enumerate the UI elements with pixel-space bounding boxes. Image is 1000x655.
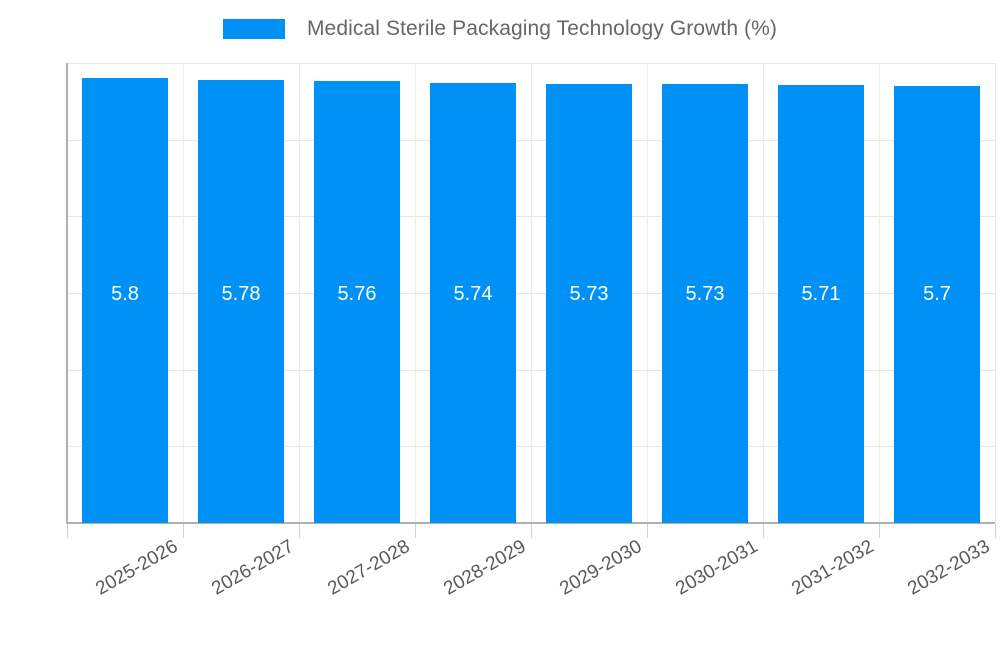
x-axis-tick — [531, 524, 532, 538]
gridline-vertical — [647, 63, 648, 523]
plot-area — [67, 63, 996, 524]
x-axis-tick — [879, 524, 880, 538]
bar-value-label: 5.76 — [337, 283, 377, 305]
bar[interactable]: 5.76 — [314, 81, 400, 523]
x-axis-tick-label: 2029-2030 — [556, 536, 646, 600]
legend-item-medical-sterile-packaging[interactable]: Medical Sterile Packaging Technology Gro… — [222, 17, 778, 41]
gridline-vertical — [415, 63, 416, 523]
x-axis-tick-label: 2031-2032 — [788, 536, 878, 600]
gridline-vertical — [763, 63, 764, 523]
x-axis-tick-label: 2032-2033 — [904, 536, 994, 600]
y-axis-line — [66, 63, 68, 524]
legend-color-swatch-icon — [222, 19, 285, 39]
chart-legend: Medical Sterile Packaging Technology Gro… — [0, 0, 1000, 58]
bar[interactable]: 5.8 — [82, 78, 168, 523]
legend-item-label: Medical Sterile Packaging Technology Gro… — [306, 17, 778, 40]
x-axis-tick-label: 2025-2026 — [92, 536, 182, 600]
gridline-vertical — [299, 63, 300, 523]
gridline-vertical — [879, 63, 880, 523]
x-axis-tick — [299, 524, 300, 538]
x-axis-tick — [647, 524, 648, 538]
bar[interactable]: 5.73 — [546, 83, 632, 523]
bar[interactable]: 5.78 — [198, 79, 284, 523]
x-axis-tick-label: 2028-2029 — [440, 536, 530, 600]
x-axis-line — [67, 522, 995, 524]
bar[interactable]: 5.74 — [430, 82, 516, 523]
bar-value-label: 5.8 — [111, 283, 139, 305]
x-axis-tick — [763, 524, 764, 538]
gridline-vertical — [183, 63, 184, 523]
bars-layer: 5.8 5.78 5.76 5.74 5.73 5.73 5.71 5.7 — [67, 63, 995, 523]
x-axis-tick-label: 2030-2031 — [672, 536, 762, 600]
bar[interactable]: 5.73 — [662, 83, 748, 523]
x-axis-tick — [67, 524, 68, 538]
bar-value-label: 5.73 — [569, 283, 609, 305]
bar[interactable]: 5.71 — [778, 85, 864, 523]
x-axis-tick — [415, 524, 416, 538]
gridline-vertical — [531, 63, 532, 523]
bar-value-label: 5.74 — [453, 283, 493, 305]
bar-value-label: 5.78 — [221, 283, 261, 305]
bar[interactable]: 5.7 — [894, 86, 980, 523]
gridline-vertical — [995, 63, 996, 523]
bar-value-label: 5.7 — [923, 283, 951, 305]
bar-value-label: 5.73 — [685, 283, 725, 305]
x-axis-tick — [183, 524, 184, 538]
bar-value-label: 5.71 — [801, 283, 841, 305]
bar-chart: Medical Sterile Packaging Technology Gro… — [0, 0, 1000, 600]
x-axis-tick-label: 2027-2028 — [324, 536, 414, 600]
x-axis-tick — [995, 524, 996, 538]
x-axis-tick-label: 2026-2027 — [208, 536, 298, 600]
